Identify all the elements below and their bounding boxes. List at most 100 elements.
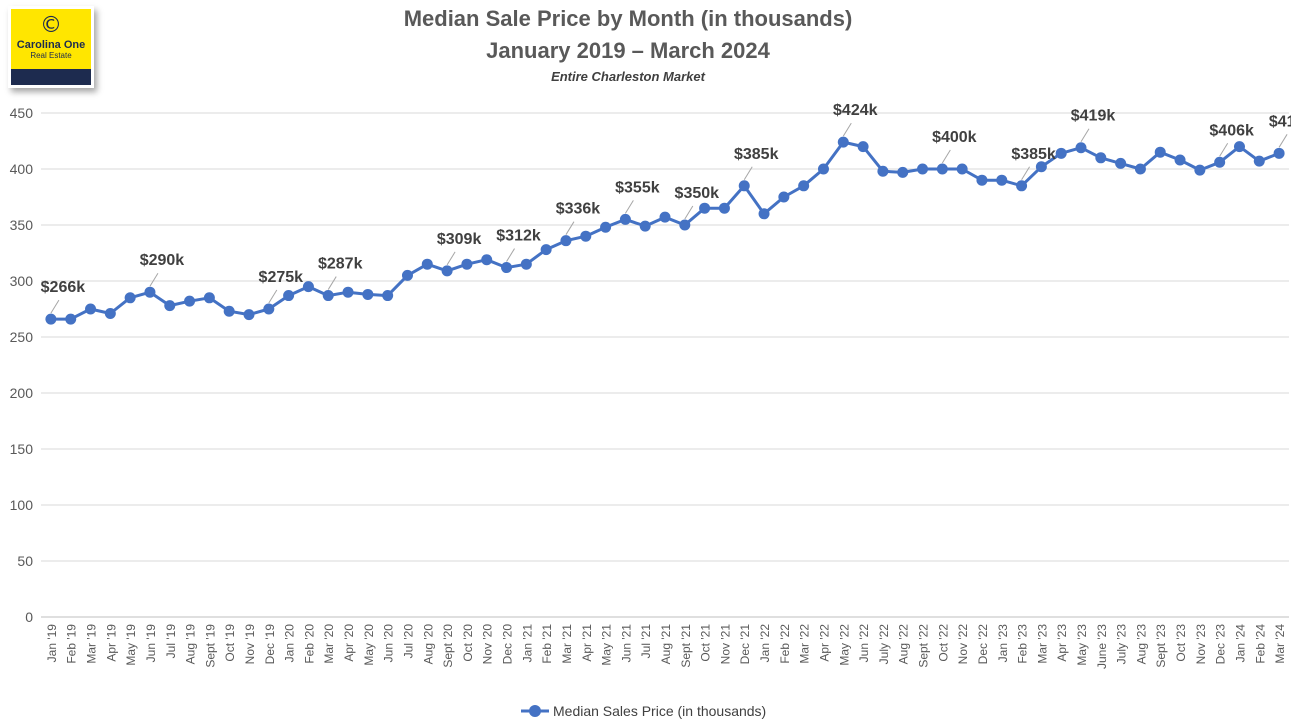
data-point [1055,147,1067,159]
data-label: $385k [1011,146,1056,163]
data-point [956,163,968,175]
x-tick-label: May '21 [600,624,614,666]
label-leader [1219,143,1229,157]
data-label: $355k [615,179,660,196]
data-point [362,288,374,300]
data-label: $424k [833,102,878,119]
x-tick-label: Feb '24 [1253,624,1267,664]
data-label: $419k [1071,108,1116,125]
x-tick-label: Mar '20 [322,624,336,664]
data-label: $400k [932,129,977,146]
data-point [421,258,433,270]
data-point [1075,142,1087,154]
x-tick-label: Jan '24 [1233,624,1247,663]
data-point [302,281,314,293]
y-tick-label: 450 [10,105,34,121]
copyright-icon: © [40,13,62,38]
data-point [1174,154,1186,166]
y-tick-label: 100 [10,497,34,513]
y-tick-label: 300 [10,273,34,289]
data-point [996,174,1008,186]
x-tick-label: Apr '20 [342,624,356,662]
data-point [600,221,612,233]
label-leader [446,251,456,266]
x-tick-label: Dec '22 [976,624,990,665]
data-point [461,258,473,270]
label-leader [743,166,753,181]
label-leader [268,289,278,304]
chart-title: Median Sale Price by Month (in thousands… [404,6,853,31]
data-point [1115,157,1127,169]
x-tick-label: Sept '23 [1154,624,1168,668]
data-label: $287k [318,256,363,273]
label-leader [565,221,575,235]
x-tick-label: Oct '23 [1174,624,1188,662]
x-tick-label: Aug '23 [1134,624,1148,665]
plot-area [45,136,1285,325]
x-tick-label: Dec '21 [738,624,752,665]
x-tick-label: Aug '19 [184,624,198,665]
data-point [877,165,889,177]
x-tick-label: Aug '20 [421,624,435,665]
x-tick-label: Feb '22 [778,624,792,664]
x-tick-label: Apr '21 [580,624,594,662]
data-point [1214,156,1226,168]
data-point [124,292,136,304]
data-point [580,230,592,242]
data-point [184,295,196,307]
data-point [223,305,235,317]
x-tick-label: Dec '20 [501,624,515,665]
label-leader [327,276,337,290]
data-point [738,180,750,192]
label-leader [1278,134,1288,148]
x-tick-label: Nov '22 [956,624,970,665]
data-point [936,163,948,175]
data-point [283,290,295,302]
x-tick-label: Sept '19 [203,624,217,668]
x-tick-label: Jul '19 [164,624,178,659]
data-point [1134,163,1146,175]
data-label: $414k [1269,113,1291,130]
data-point [342,286,354,298]
data-point [1273,147,1285,159]
x-tick-label: Feb '23 [1016,624,1030,664]
data-point [619,213,631,225]
x-tick-label: Dec '19 [263,624,277,665]
data-point [639,220,651,232]
y-tick-label: 0 [25,609,33,625]
chart-subtitle: January 2019 – March 2024 [486,38,771,63]
data-point [1035,161,1047,173]
data-point [85,303,97,315]
x-tick-label: June '23 [1095,624,1109,669]
data-point [481,254,493,266]
data-point [1194,164,1206,176]
x-tick-label: Jul '21 [639,624,653,659]
x-tick-label: Apr '23 [1055,624,1069,662]
data-label: $385k [734,146,779,163]
x-tick-label: Jun '20 [382,624,396,663]
x-tick-label: Jul '20 [401,624,415,659]
logo-panel: © Carolina One Real Estate [11,9,91,69]
label-leader [684,205,694,220]
x-tick-label: Feb '20 [302,624,316,664]
x-tick-label: Oct '20 [461,624,475,662]
label-leader [624,200,634,214]
data-point [857,141,869,153]
x-tick-label: Apr '19 [104,624,118,662]
data-label: $336k [556,201,601,218]
data-point [659,211,671,223]
data-label: $312k [496,228,541,245]
x-tick-label: May '20 [362,624,376,666]
data-point [897,166,909,178]
legend: Median Sales Price (in thousands) [521,703,766,719]
x-tick-label: Mar '24 [1273,624,1287,664]
x-tick-label: Jan '23 [996,624,1010,663]
data-label: $275k [259,269,304,286]
data-point [263,303,275,315]
label-leader [1021,166,1030,181]
data-point [778,191,790,203]
data-labels: $266k $290k $275k $287k $309k $312k $336k $355k… [41,102,1291,314]
data-label: $290k [140,252,185,269]
data-point [65,313,77,325]
x-tick-label: Sept '21 [679,624,693,668]
